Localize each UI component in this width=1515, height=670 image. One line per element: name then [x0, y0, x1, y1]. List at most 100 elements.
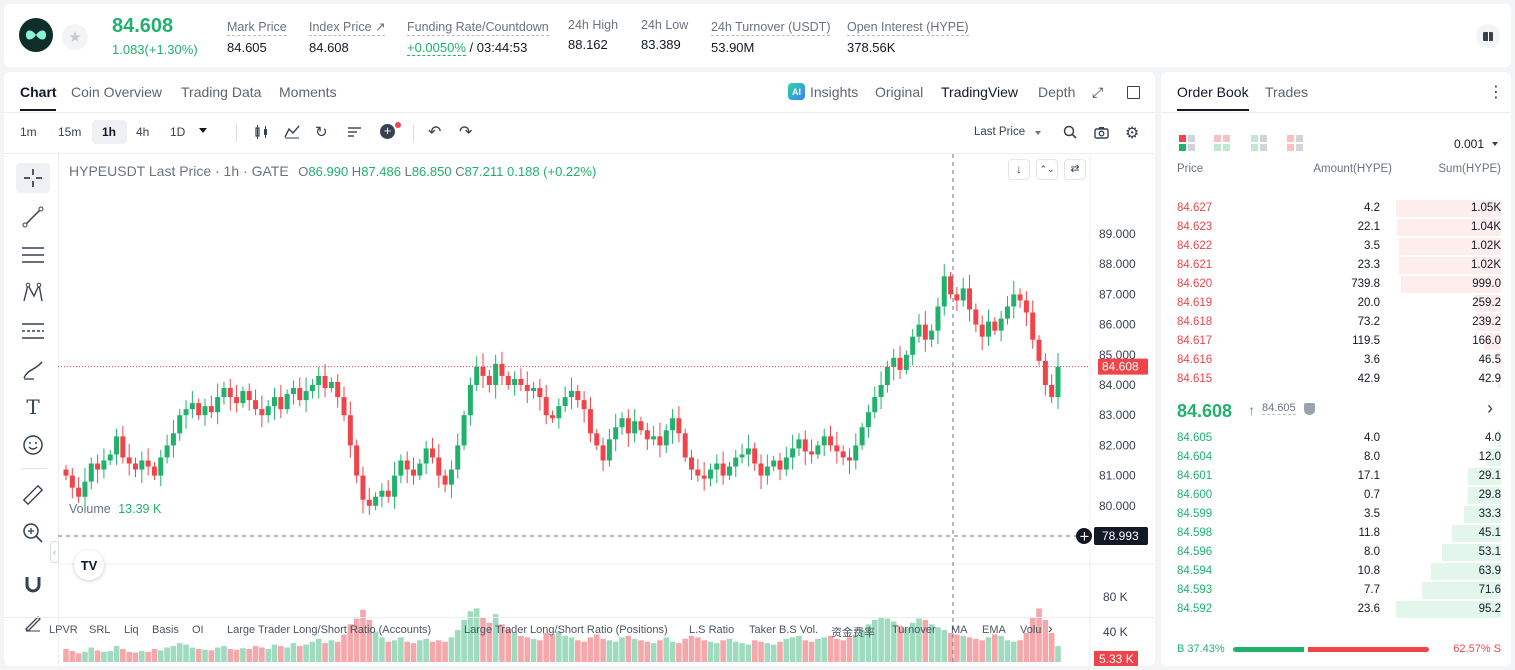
chart-collapse-icon[interactable]: ⌃⌄ [1036, 159, 1058, 180]
ask-row[interactable]: 84.615 42.9 42.9 [1161, 370, 1511, 389]
interval-1d[interactable]: 1D [170, 125, 186, 139]
trend-line-icon[interactable] [16, 202, 50, 232]
candle-type-icon[interactable] [254, 125, 270, 144]
bid-row[interactable]: 84.596 8.0 53.1 [1161, 543, 1511, 562]
zoom-in-icon[interactable] [16, 518, 50, 548]
layout-both-icon[interactable] [1179, 135, 1195, 151]
layout-asks-icon[interactable] [1287, 135, 1303, 151]
settings-gear-icon[interactable]: ⚙ [1125, 125, 1140, 142]
tool-ma[interactable]: MA [951, 624, 968, 636]
tab-chart[interactable]: Chart [20, 84, 57, 100]
view-depth[interactable]: Depth [1038, 84, 1076, 100]
view-original[interactable]: Original [875, 84, 924, 100]
bid-row[interactable]: 84.594 10.8 63.9 [1161, 562, 1511, 581]
layout-split-icon[interactable] [1214, 135, 1230, 151]
interval-4h[interactable]: 4h [136, 125, 150, 139]
indicators-icon[interactable] [284, 125, 300, 144]
bid-row[interactable]: 84.592 23.6 95.2 [1161, 600, 1511, 619]
candle-body [651, 436, 657, 440]
emoji-icon[interactable] [16, 430, 50, 460]
ask-row[interactable]: 84.620 739.8 999.0 [1161, 275, 1511, 294]
chart-down-arrow-icon[interactable]: ↓ [1008, 159, 1030, 180]
ask-row[interactable]: 84.627 4.2 1.05K [1161, 199, 1511, 218]
tool-basis[interactable]: Basis [152, 624, 179, 636]
interval-15m[interactable]: 15m [58, 125, 82, 139]
ask-row[interactable]: 84.623 22.1 1.04K [1161, 218, 1511, 237]
text-tool-icon[interactable]: T [26, 395, 40, 419]
tab-moments[interactable]: Moments [279, 84, 337, 100]
tool-taker-vol[interactable]: Taker B.S Vol. [749, 624, 819, 636]
precision-select[interactable]: 0.001 [1454, 137, 1485, 151]
tool-ema[interactable]: EMA [982, 624, 1006, 636]
tool-lpvr[interactable]: LPVR [49, 624, 78, 636]
tool-srl[interactable]: SRL [89, 624, 111, 636]
tool-volume[interactable]: Volu [1020, 624, 1042, 636]
tool-large-trader-positions[interactable]: Large Trader Long/Short Ratio (Positions… [464, 624, 668, 636]
brush-icon[interactable] [16, 355, 50, 385]
open-interest-value: 378.56K [847, 40, 896, 55]
notes-icon[interactable] [1476, 24, 1500, 48]
layout-bids-icon[interactable] [1251, 135, 1267, 151]
view-insights[interactable]: Insights [810, 84, 859, 100]
ask-sum: 1.05K [1470, 202, 1501, 214]
search-icon[interactable] [1063, 125, 1077, 144]
fibonacci-icon[interactable] [16, 316, 50, 346]
chart-swap-icon[interactable]: ⇄ [1064, 159, 1086, 180]
replay-icon[interactable]: ↻ [315, 124, 328, 141]
interval-dropdown-icon[interactable] [199, 128, 207, 133]
bid-row[interactable]: 84.604 8.0 12.0 [1161, 448, 1511, 467]
price-type-select[interactable]: Last Price [974, 126, 1026, 138]
magnet-icon[interactable] [16, 569, 50, 599]
tool-oi[interactable]: OI [192, 624, 204, 636]
tool-large-trader-accounts[interactable]: Large Trader Long/Short Ratio (Accounts) [227, 624, 432, 636]
ask-row[interactable]: 84.622 3.5 1.02K [1161, 237, 1511, 256]
add-indicator-icon[interactable]: + [380, 124, 395, 139]
index-price-stat[interactable]: Index Price ↗ 84.608 [309, 18, 386, 55]
tab-trading-data[interactable]: Trading Data [181, 84, 262, 100]
tool-ls-ratio[interactable]: L.S Ratio [689, 624, 735, 636]
ask-row[interactable]: 84.616 3.6 46.5 [1161, 351, 1511, 370]
redo-icon[interactable]: ↷ [459, 124, 473, 141]
horizontal-lines-icon[interactable] [16, 240, 50, 270]
ai-insights-icon[interactable]: AI [788, 83, 805, 100]
bid-row[interactable]: 84.600 0.7 29.8 [1161, 486, 1511, 505]
bid-row[interactable]: 84.598 11.8 45.1 [1161, 524, 1511, 543]
ask-row[interactable]: 84.619 20.0 259.2 [1161, 294, 1511, 313]
pattern-icon[interactable] [16, 278, 50, 308]
collapse-toolbar-icon[interactable]: ‹ [50, 541, 59, 563]
tool-liq[interactable]: Liq [124, 624, 139, 636]
crosshair-icon[interactable] [16, 163, 50, 193]
ask-row[interactable]: 84.621 23.3 1.02K [1161, 256, 1511, 275]
interval-1m[interactable]: 1m [20, 125, 37, 139]
bid-row[interactable]: 84.599 3.5 33.3 [1161, 505, 1511, 524]
window-icon[interactable] [1127, 86, 1140, 99]
view-tradingview[interactable]: TradingView [941, 84, 1019, 100]
tools-scroll-right-icon[interactable]: › [1048, 620, 1053, 636]
tool-funding-rate[interactable]: 资金费率 [831, 627, 875, 639]
tab-trades[interactable]: Trades [1265, 84, 1309, 100]
templates-icon[interactable] [347, 125, 362, 144]
tab-order-book[interactable]: Order Book [1177, 84, 1249, 100]
more-menu-icon[interactable]: ⋮ [1488, 84, 1504, 101]
ask-row[interactable]: 84.618 73.2 239.2 [1161, 313, 1511, 332]
favorite-star-icon[interactable]: ★ [62, 24, 88, 50]
precision-dropdown-icon[interactable] [1492, 142, 1498, 146]
undo-icon[interactable]: ↶ [428, 124, 442, 141]
ruler-icon[interactable] [16, 480, 50, 510]
tab-coin-overview[interactable]: Coin Overview [71, 84, 163, 100]
mid-price[interactable]: 84.608 [1177, 401, 1233, 421]
interval-1h[interactable]: 1h [102, 125, 117, 139]
bid-row[interactable]: 84.601 17.1 29.1 [1161, 467, 1511, 486]
volume-bar [284, 647, 290, 662]
ask-row[interactable]: 84.617 119.5 166.0 [1161, 332, 1511, 351]
mid-chevron-right-icon[interactable]: › [1487, 398, 1493, 418]
index-price-label[interactable]: Index Price ↗ [309, 20, 386, 36]
bid-row[interactable]: 84.593 7.7 71.6 [1161, 581, 1511, 600]
expand-icon[interactable]: ⤢ [1092, 84, 1104, 100]
price-type-dropdown-icon[interactable] [1035, 131, 1041, 135]
bid-row[interactable]: 84.605 4.0 4.0 [1161, 429, 1511, 448]
lock-drawings-icon[interactable] [16, 607, 50, 637]
camera-icon[interactable] [1094, 126, 1109, 144]
price-chart[interactable]: 89.000 88.000 87.000 86.000 85.000 84.000 83.0… [58, 154, 1155, 666]
tool-turnover[interactable]: Turnover [892, 624, 936, 636]
